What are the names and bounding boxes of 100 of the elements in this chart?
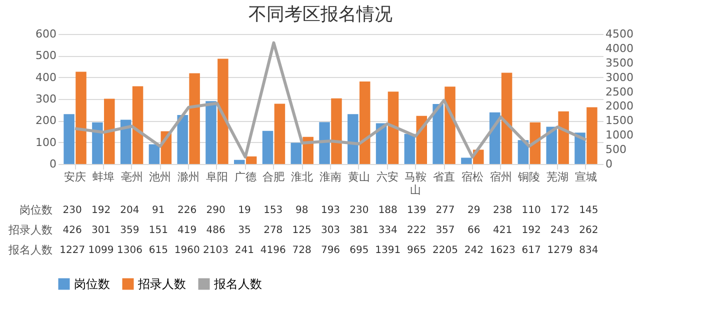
bar	[234, 160, 245, 164]
data-label: 357	[436, 225, 455, 236]
y-tick-label: 300	[36, 92, 56, 106]
x-tick-label: 宣城	[574, 170, 597, 184]
bar	[432, 104, 444, 164]
y2-tick-label: 1000	[606, 128, 634, 142]
bar	[274, 104, 286, 164]
bar	[120, 120, 132, 164]
y2-tick-label: 3000	[606, 70, 634, 84]
bar	[218, 58, 228, 164]
y-tick-label: 600	[36, 28, 56, 40]
data-label: 1279	[547, 245, 573, 256]
data-label: 1227	[60, 245, 86, 256]
data-label: 796	[320, 245, 340, 256]
data-label: 2205	[432, 245, 458, 256]
data-label: 615	[148, 245, 168, 256]
y2-tick-label: 0	[606, 158, 612, 170]
bar	[319, 122, 330, 164]
text: 岗位数	[20, 204, 52, 216]
data-label: 151	[148, 225, 168, 236]
bar	[206, 101, 216, 164]
data-label: 226	[178, 205, 197, 216]
data-label: 834	[579, 245, 598, 256]
x-tick-label: 黄山	[348, 170, 370, 184]
data-label: 728	[292, 245, 312, 256]
bar	[262, 130, 274, 164]
legend-label: 招录人数	[137, 277, 186, 291]
y-tick-label: 0	[50, 158, 56, 170]
bar	[64, 114, 74, 164]
data-label: 1391	[375, 245, 401, 256]
y2-tick-label: 500	[606, 143, 626, 156]
data-label: 381	[350, 225, 369, 236]
data-label: 204	[120, 205, 140, 216]
data-label: 419	[178, 225, 197, 236]
bar	[290, 142, 302, 164]
data-label: 486	[206, 225, 226, 236]
bar	[501, 72, 512, 164]
data-label: 695	[350, 245, 369, 256]
data-label: 277	[436, 205, 455, 216]
y2-tick-label: 2500	[606, 85, 634, 98]
x-tick-label: 合肥	[262, 170, 285, 184]
x-tick-label: 安庆	[64, 170, 86, 184]
bar	[104, 98, 115, 164]
data-label: 334	[378, 225, 398, 236]
x-tick-label: 滁州	[178, 170, 200, 184]
line-series	[74, 41, 588, 159]
y2-tick-label: 4000	[606, 42, 634, 55]
legend-label: 报名人数	[213, 277, 262, 291]
bar	[76, 72, 86, 164]
data-label: 139	[407, 205, 426, 216]
data-label: 290	[206, 205, 226, 216]
x-tick-label: 淮北	[291, 170, 314, 184]
data-label: 172	[550, 205, 570, 216]
x-tick-label: 六安	[376, 170, 398, 184]
data-label: 91	[152, 205, 165, 216]
data-label: 98	[295, 205, 308, 216]
data-label: 125	[292, 225, 312, 236]
bar	[558, 111, 569, 164]
data-label: 303	[320, 225, 340, 236]
bar	[246, 156, 257, 164]
bar	[132, 86, 144, 164]
bar	[331, 98, 342, 164]
bar	[177, 115, 188, 164]
x-tick-label: 宿松	[461, 170, 484, 184]
y2-tick-label: 1500	[606, 114, 634, 128]
y-tick-label: 500	[36, 49, 56, 62]
x-tick-label: 芜湖	[546, 170, 569, 184]
data-label: 145	[579, 205, 598, 216]
data-label: 1099	[88, 245, 114, 256]
bar	[348, 114, 358, 164]
x-tick-label: 马鞍山	[404, 170, 427, 196]
y2-tick-label: 4500	[606, 28, 634, 40]
x-tick-label: 阜阳	[206, 170, 228, 184]
data-label: 242	[464, 245, 484, 256]
legend-label: 岗位数	[74, 277, 110, 291]
data-label: 222	[407, 225, 426, 236]
x-tick-label: 铜陵	[517, 170, 540, 184]
data-label: 29	[468, 205, 480, 216]
data-label: 19	[238, 205, 251, 216]
data-label: 1960	[174, 245, 200, 256]
data-label: 426	[62, 225, 82, 236]
x-tick-label: 淮南	[320, 170, 342, 184]
data-label: 192	[522, 225, 541, 236]
data-label: 243	[550, 225, 570, 236]
y-tick-label: 200	[36, 114, 56, 128]
data-label: 230	[350, 205, 369, 216]
x-tick-label: 蚌埠	[92, 170, 114, 184]
bar	[444, 86, 456, 164]
bar	[359, 81, 370, 164]
text: 招录人数	[8, 224, 52, 236]
data-label: 617	[522, 245, 541, 256]
bar	[404, 134, 416, 164]
data-label: 359	[120, 225, 140, 236]
data-label: 66	[468, 225, 480, 236]
data-label: 230	[62, 205, 82, 216]
x-tick-label: 池州	[149, 170, 172, 184]
y-tick-label: 400	[36, 70, 56, 84]
data-label: 4196	[260, 245, 286, 256]
data-label: 1623	[490, 245, 516, 256]
data-label: 301	[91, 225, 111, 236]
